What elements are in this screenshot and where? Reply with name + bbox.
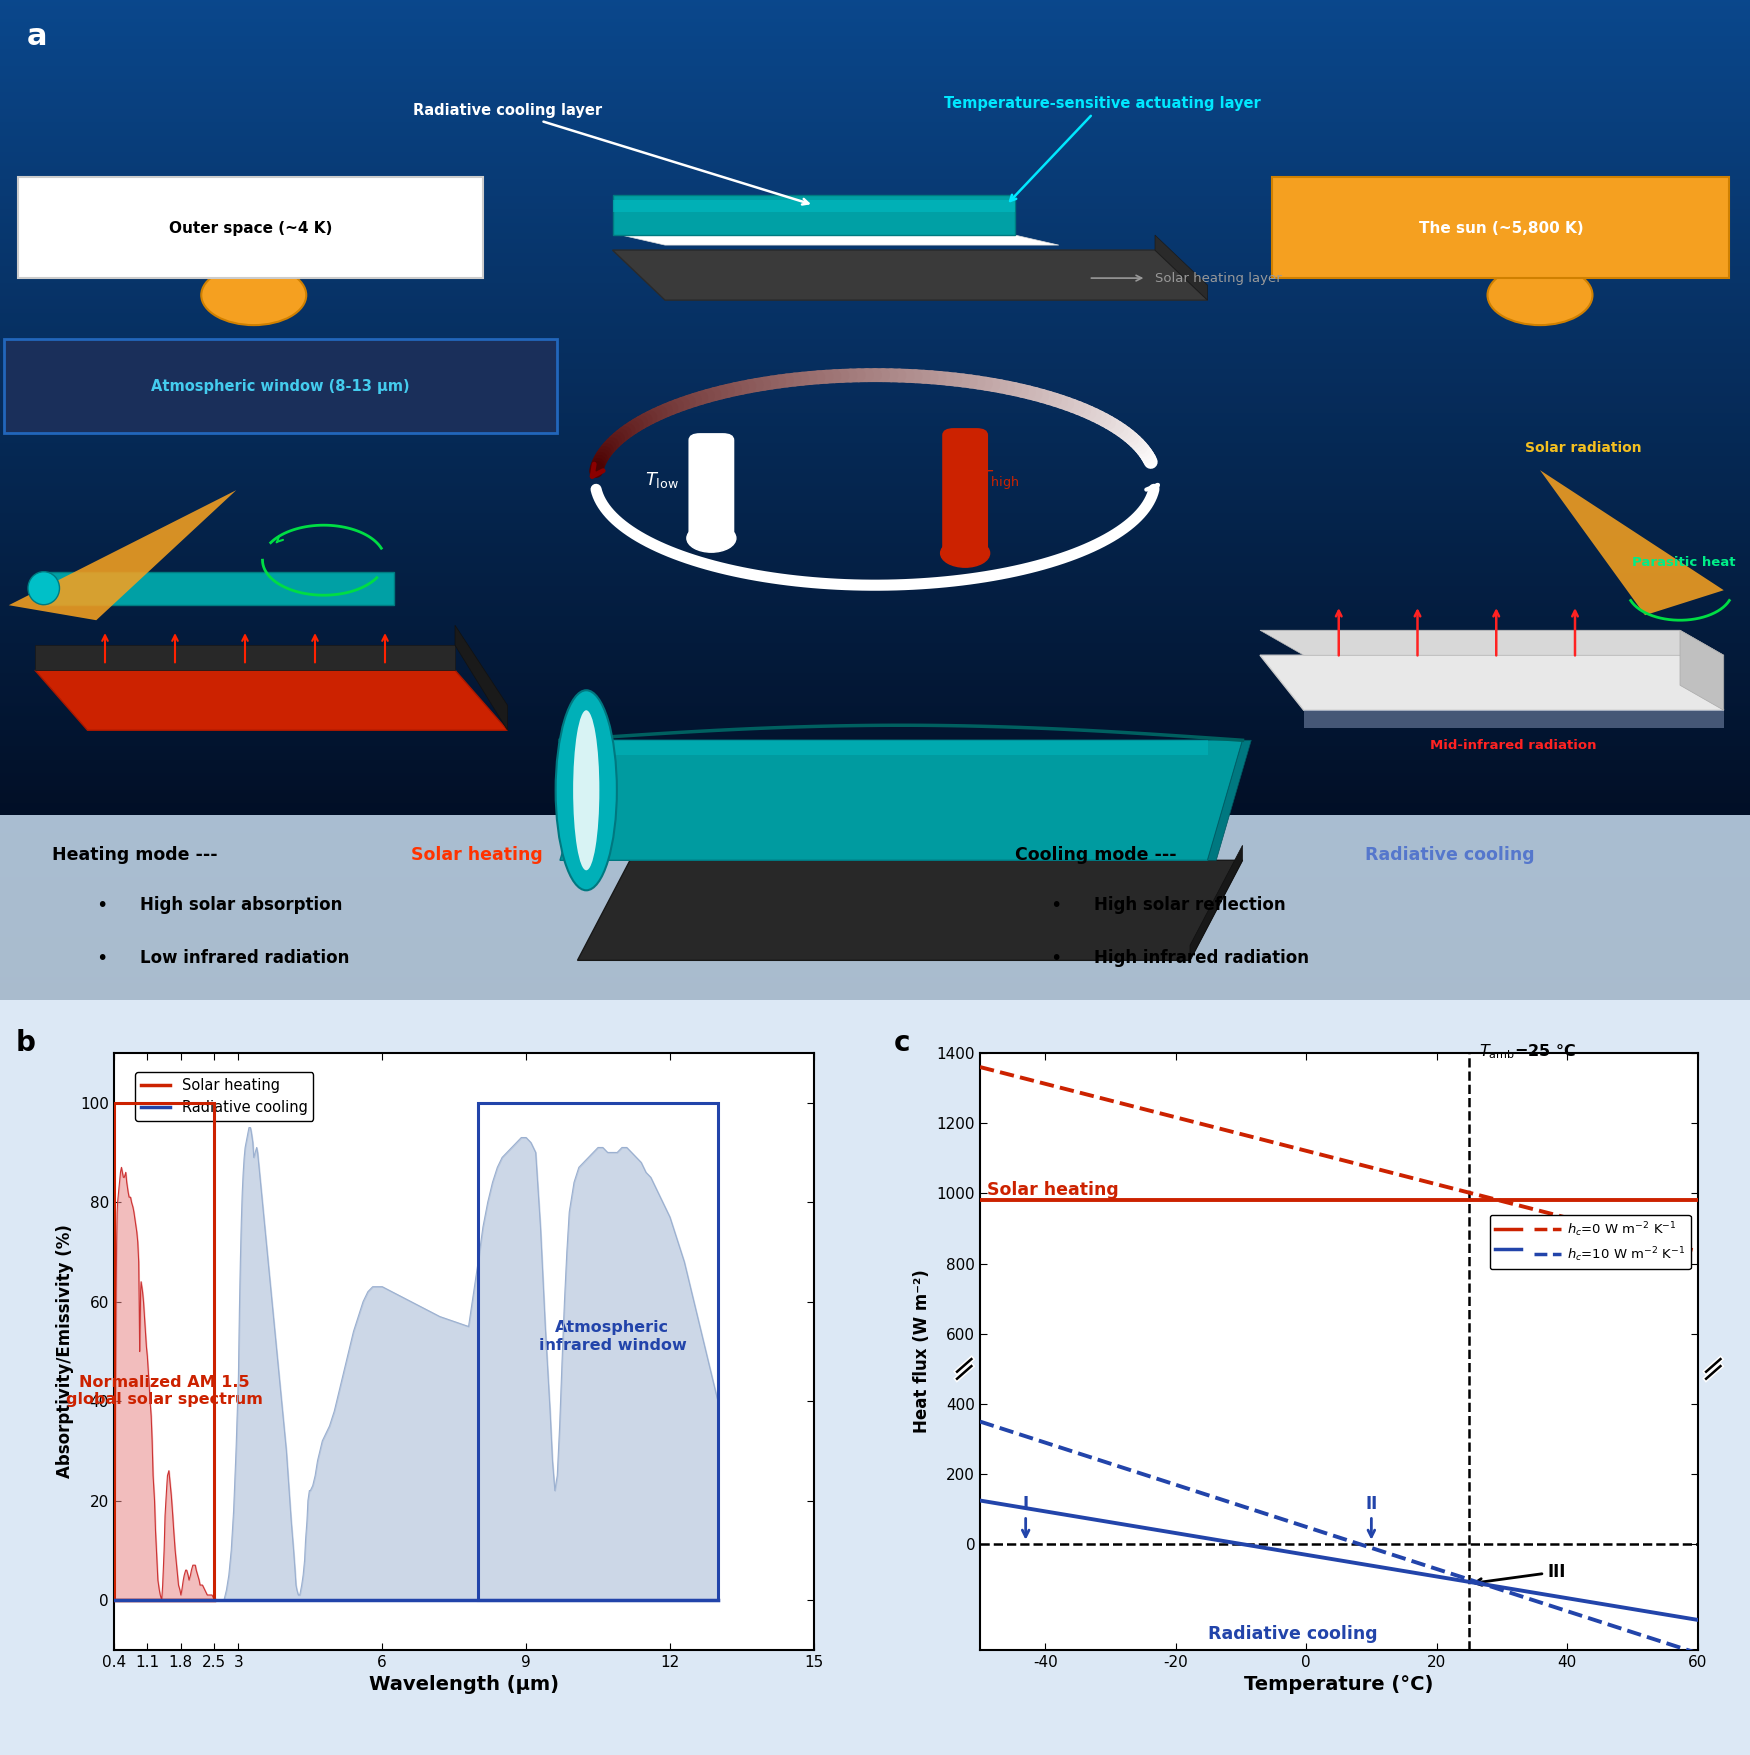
Text: The sun (~5,800 K): The sun (~5,800 K) [1419, 221, 1584, 235]
FancyBboxPatch shape [690, 433, 733, 541]
Text: III: III [1475, 1562, 1566, 1585]
Y-axis label: Absorptivity/Emissivity (%): Absorptivity/Emissivity (%) [56, 1225, 75, 1478]
FancyBboxPatch shape [1272, 177, 1729, 277]
Text: •: • [1050, 895, 1060, 914]
Text: Low infrared radiation: Low infrared radiation [140, 949, 350, 967]
Text: High solar reflection: High solar reflection [1094, 897, 1284, 914]
Polygon shape [1190, 846, 1242, 960]
Circle shape [201, 265, 306, 325]
Text: Parasitic heat: Parasitic heat [1633, 556, 1736, 569]
Text: Normalized AM 1.5
global solar spectrum: Normalized AM 1.5 global solar spectrum [66, 1374, 262, 1408]
Ellipse shape [28, 572, 60, 605]
Bar [478, 1102, 718, 1601]
Polygon shape [455, 625, 507, 730]
Polygon shape [612, 251, 1208, 300]
Polygon shape [1304, 711, 1724, 728]
Polygon shape [1260, 630, 1724, 655]
Ellipse shape [574, 711, 598, 870]
Text: Atmospheric
infrared window: Atmospheric infrared window [539, 1320, 686, 1353]
Polygon shape [35, 670, 507, 730]
Text: High solar absorption: High solar absorption [140, 897, 343, 914]
Text: $T_{\mathrm{high}}$: $T_{\mathrm{high}}$ [980, 469, 1020, 491]
Text: I: I [1022, 1495, 1029, 1537]
Text: $T_{\mathrm{low}}$: $T_{\mathrm{low}}$ [646, 470, 679, 490]
Text: Radiative cooling: Radiative cooling [1208, 1625, 1377, 1643]
Polygon shape [0, 816, 1750, 1000]
Polygon shape [1680, 630, 1724, 711]
Circle shape [688, 525, 737, 553]
Text: Solar heating: Solar heating [987, 1181, 1118, 1199]
Polygon shape [1540, 470, 1724, 616]
Text: a: a [26, 23, 47, 51]
Text: Outer space (~4 K): Outer space (~4 K) [168, 221, 332, 235]
Text: Solar heating: Solar heating [411, 846, 542, 863]
Polygon shape [9, 490, 236, 620]
X-axis label: Wavelength (μm): Wavelength (μm) [369, 1674, 558, 1694]
Text: High infrared radiation: High infrared radiation [1094, 949, 1309, 967]
Text: c: c [894, 1028, 910, 1057]
FancyBboxPatch shape [943, 430, 987, 556]
Polygon shape [612, 200, 1015, 212]
Text: Cooling mode ---: Cooling mode --- [1015, 846, 1183, 863]
Polygon shape [612, 195, 1015, 235]
Ellipse shape [556, 690, 618, 890]
Y-axis label: Heat flux (W m⁻²): Heat flux (W m⁻²) [914, 1269, 931, 1434]
Polygon shape [621, 235, 1059, 246]
Circle shape [942, 539, 990, 567]
Legend: Solar heating, Radiative cooling: Solar heating, Radiative cooling [135, 1072, 313, 1121]
Polygon shape [1260, 655, 1724, 711]
Text: $\mathit{T}_{\mathrm{amb}}$=25 °C: $\mathit{T}_{\mathrm{amb}}$=25 °C [1479, 1042, 1577, 1062]
Polygon shape [560, 741, 1208, 755]
Polygon shape [578, 860, 1242, 960]
Text: •: • [96, 949, 108, 967]
Text: Mid-infrared radiation: Mid-infrared radiation [1430, 739, 1598, 751]
Circle shape [1488, 265, 1592, 325]
Bar [114, 1102, 215, 1601]
X-axis label: Temperature (°C): Temperature (°C) [1244, 1674, 1433, 1694]
Text: Radiative cooling layer: Radiative cooling layer [413, 104, 808, 205]
Polygon shape [1208, 741, 1251, 860]
Polygon shape [560, 741, 1242, 860]
Text: II: II [1365, 1495, 1377, 1537]
Legend: , , $h_c$=0 W m$^{-2}$ K$^{-1}$, $h_c$=10 W m$^{-2}$ K$^{-1}$: , , $h_c$=0 W m$^{-2}$ K$^{-1}$, $h_c$=1… [1489, 1214, 1690, 1269]
Polygon shape [44, 572, 394, 605]
Text: •: • [96, 895, 108, 914]
Text: b: b [16, 1028, 35, 1057]
Text: Atmospheric window (8-13 μm): Atmospheric window (8-13 μm) [150, 379, 410, 393]
Polygon shape [1155, 235, 1207, 300]
Text: Radiative cooling: Radiative cooling [1365, 846, 1535, 863]
FancyBboxPatch shape [4, 339, 556, 433]
Polygon shape [35, 646, 455, 670]
Text: Heating mode ---: Heating mode --- [52, 846, 224, 863]
Text: Solar radiation: Solar radiation [1526, 441, 1642, 455]
FancyBboxPatch shape [18, 177, 483, 277]
Text: Solar heating layer: Solar heating layer [1155, 272, 1281, 284]
Text: Temperature-sensitive actuating layer: Temperature-sensitive actuating layer [945, 97, 1260, 202]
Text: •: • [1050, 949, 1060, 967]
